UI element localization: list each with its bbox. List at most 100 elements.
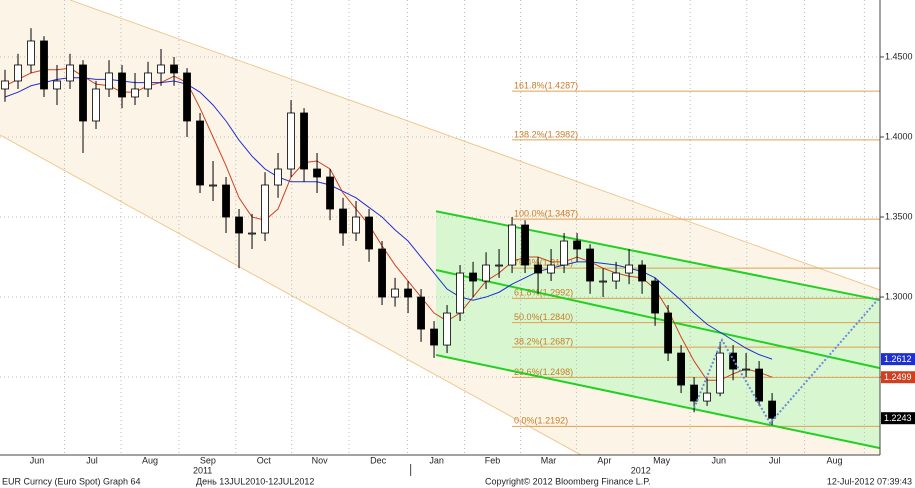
last-value-label: 1.2612 [884,354,912,364]
candle-body [560,240,568,266]
x-tick-label: Jun [712,455,727,465]
candle-body [105,72,113,90]
candle-body [677,352,685,386]
projection-line [693,296,881,425]
y-tick-label: 1.4000 [885,131,913,141]
candle-body [508,224,516,266]
candle-body [326,176,334,210]
candle-body [391,288,399,298]
x-tick-label: Sep [200,455,216,465]
candle-body [1,80,9,90]
candle-body [534,264,542,274]
old-channel-line [69,0,881,291]
y-tick-label: 1.4500 [885,51,913,61]
candle-body [118,72,126,98]
year-label: 2012 [631,465,651,475]
candle-body [79,64,87,122]
candle-body [586,248,594,282]
x-tick-label: Dec [370,455,387,465]
candle-body [521,224,529,266]
x-tick-label: Oct [257,455,272,465]
candle-body [768,400,776,419]
candle-body [378,248,386,298]
candle-body [183,72,191,122]
candle-body [690,384,698,402]
candle-body [339,208,347,234]
candle-body [417,296,425,330]
candle-body [482,264,490,282]
candle-body [66,64,74,82]
x-tick-label: Nov [312,455,329,465]
channel-line [435,353,881,450]
candle-body [547,264,555,274]
year-label: 2011 [193,465,212,475]
candle-body [261,184,269,234]
candle-body [755,368,763,402]
candle-body [365,216,373,250]
fib-label: 0.0%(1.2192) [514,416,568,426]
fib-label: 50.0%(1.2840) [514,312,573,322]
candle-body [313,168,321,178]
x-tick-label: Jun [30,455,45,465]
last-value-marker [881,371,915,384]
candle-body [235,216,243,234]
candle-body [664,312,672,354]
x-tick-label: May [653,455,671,465]
candle-body [144,72,152,90]
candle-body [157,64,165,74]
candle-body [573,240,581,250]
candle-body [209,184,217,187]
x-tick-label: Mar [541,455,557,465]
fib-label: 23.6%(1.2498) [514,367,573,377]
candle-body [27,40,35,66]
candle-body [352,216,360,234]
candle-body [170,64,178,74]
fib-label: 61.8%(1.2992) [514,288,573,298]
candle-body [430,328,438,346]
candle-body [53,80,61,90]
channel-line [435,269,881,370]
candle-body [651,280,659,314]
candle-body [287,112,295,170]
footer-period: День 13JUL2010-12JUL2012 [196,476,314,486]
footer-timestamp: 12-Jul-2012 07:39:43 [827,476,912,486]
candle-body [404,288,412,298]
x-tick-label: Jan [429,455,444,465]
candle-body [469,272,477,282]
fib-label: 161.8%(1.4287) [514,80,578,90]
candle-body [638,264,646,282]
channel-fill [436,211,880,449]
candle-body [131,88,139,98]
footer-copyright: Copyright© 2012 Bloomberg Finance L.P. [485,476,651,486]
x-tick-label: Feb [485,455,501,465]
candle-body [599,280,607,283]
last-value-label: 1.2499 [884,372,912,382]
candle-body [40,40,48,90]
candle-body [495,264,503,267]
candle-body [274,168,282,186]
candle-body [456,272,464,314]
last-value-label: 1.2243 [884,413,912,423]
x-tick-label: Apr [597,455,611,465]
fib-label: 76.4%(1.3181) [514,257,573,267]
candle-body [716,352,724,394]
x-tick-label: Jul [86,455,98,465]
candle-body [742,368,750,371]
last-value-marker [881,412,915,425]
old-channel-line [0,134,582,456]
footer-security: EUR Curncy (Euro Spot) Graph 64 [2,476,141,486]
fib-label: 100.0%(1.3487) [514,208,578,218]
candle-body [248,232,256,235]
candle-body [625,264,633,274]
last-value-marker [881,353,915,366]
fib-label: 38.2%(1.2687) [514,337,573,347]
fib-label: 138.2%(1.3982) [514,129,578,139]
x-tick-label: Aug [826,455,842,465]
candle-body [612,272,620,282]
y-tick-label: 1.3500 [885,211,913,221]
candle-body [196,120,204,186]
candle-body [14,64,22,82]
candle-body [92,88,100,122]
